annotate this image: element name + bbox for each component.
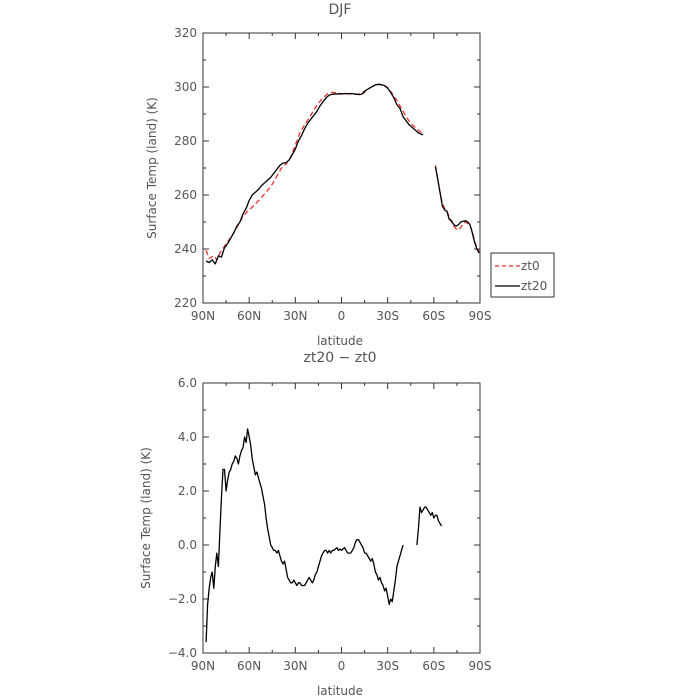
x-tick-label: 30N xyxy=(283,659,307,673)
djf-series xyxy=(205,83,480,265)
djf-x-ticks: 90N 60N 30N 0 30S 60S 90S xyxy=(191,33,492,323)
x-tick-label: 0 xyxy=(338,659,346,673)
djf-series-zt20-line xyxy=(434,166,480,254)
diff-x-axis-label: latitude xyxy=(317,684,363,698)
y-tick-label: 300 xyxy=(174,80,197,94)
diff-title: zt20 − zt0 xyxy=(303,350,376,366)
x-tick-label: 90S xyxy=(469,309,492,323)
djf-legend: zt0 zt20 xyxy=(490,252,555,298)
y-tick-label: 240 xyxy=(174,242,197,256)
legend-zt20-label: zt20 xyxy=(521,279,547,293)
x-tick-label: 30N xyxy=(283,309,307,323)
y-tick-label: −2.0 xyxy=(168,592,197,606)
y-tick-label: 320 xyxy=(174,26,197,40)
diff-y-axis-label: Surface Temp (land) (K) xyxy=(139,447,153,589)
djf-series-zt20-line xyxy=(205,83,424,265)
y-tick-label: 6.0 xyxy=(178,376,197,390)
diff-series xyxy=(205,428,443,643)
y-tick-label: 280 xyxy=(174,134,197,148)
y-tick-label: −4.0 xyxy=(168,646,197,660)
legend-zt0-label: zt0 xyxy=(521,259,540,273)
djf-y-ticks: 220 240 260 280 300 320 xyxy=(174,26,480,310)
y-tick-label: 0.0 xyxy=(178,538,197,552)
djf-series-zt0-line xyxy=(434,165,480,253)
djf-y-axis-label: Surface Temp (land) (K) xyxy=(145,97,159,239)
x-tick-label: 60S xyxy=(422,309,445,323)
x-tick-label: 90N xyxy=(191,309,215,323)
y-tick-label: 220 xyxy=(174,296,197,310)
x-tick-label: 0 xyxy=(338,309,346,323)
y-tick-label: 2.0 xyxy=(178,484,197,498)
djf-series-zt0-line xyxy=(205,83,424,261)
x-tick-label: 30S xyxy=(376,659,399,673)
x-tick-label: 60N xyxy=(237,659,261,673)
x-tick-label: 90N xyxy=(191,659,215,673)
djf-title: DJF xyxy=(329,2,352,18)
diff-x-ticks: 90N 60N 30N 0 30S 60S 90S xyxy=(191,383,492,673)
x-tick-label: 60N xyxy=(237,309,261,323)
djf-x-axis-label: latitude xyxy=(317,334,363,348)
diff-plot-frame xyxy=(202,382,481,654)
diff-y-ticks: −4.0 −2.0 0.0 2.0 4.0 6.0 xyxy=(168,376,480,660)
y-tick-label: 4.0 xyxy=(178,430,197,444)
x-tick-label: 30S xyxy=(376,309,399,323)
diff-series-diff-line xyxy=(205,428,404,643)
y-tick-label: 260 xyxy=(174,188,197,202)
djf-plot-frame xyxy=(202,32,481,304)
diff-series-diff-line xyxy=(416,506,443,546)
x-tick-label: 60S xyxy=(422,659,445,673)
x-tick-label: 90S xyxy=(469,659,492,673)
legend-box xyxy=(490,252,555,298)
diff-panel: zt20 − zt0 −4.0 −2.0 0.0 2.0 4.0 6.0 90N 60N 30… xyxy=(139,350,491,698)
